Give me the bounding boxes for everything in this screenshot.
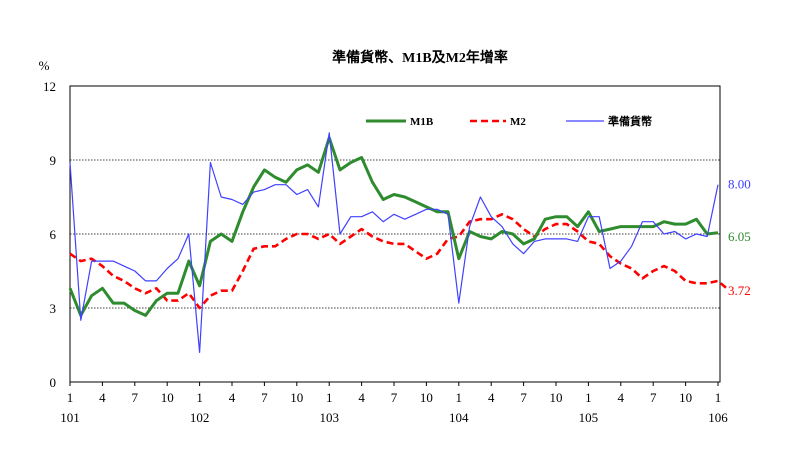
- x-tick-label: 1: [67, 390, 74, 405]
- y-tick-label: 0: [50, 375, 57, 390]
- y-axis-label: %: [39, 58, 50, 73]
- legend-label-1: M2: [510, 116, 526, 128]
- y-tick-label: 3: [50, 301, 57, 316]
- x-tick-label: 4: [99, 390, 106, 405]
- x-tick-label: 4: [488, 390, 495, 405]
- plot-area: [69, 85, 721, 383]
- x-tick-label: 1: [715, 390, 722, 405]
- x-tick-label: 7: [132, 390, 139, 405]
- x-tick-label: 7: [391, 390, 398, 405]
- x-tick-label: 1: [196, 390, 203, 405]
- end-label-1: 3.72: [728, 283, 751, 298]
- x-year-label: 104: [449, 410, 469, 425]
- x-tick-label: 7: [650, 390, 657, 405]
- x-tick-label: 10: [290, 390, 303, 405]
- x-tick-label: 1: [456, 390, 463, 405]
- series-line-2: [69, 132, 719, 353]
- x-tick-label: 1: [585, 390, 592, 405]
- series-line-0: [68, 136, 719, 317]
- y-tick-label: 6: [50, 227, 57, 242]
- x-year-label: 105: [579, 410, 599, 425]
- x-tick-label: 7: [261, 390, 268, 405]
- end-label-0: 6.05: [728, 229, 751, 244]
- series-lines: [68, 132, 730, 353]
- x-tick-label: 10: [679, 390, 692, 405]
- x-year-label: 102: [190, 410, 210, 425]
- legend-label-2: 準備貨幣: [608, 114, 652, 128]
- y-axis: 0 3 6 9 12: [43, 79, 57, 390]
- x-tick-label: 7: [520, 390, 527, 405]
- x-tick-label: 4: [358, 390, 365, 405]
- legend: M1B M2 準備貨幣: [366, 114, 652, 128]
- end-labels: 6.05 3.72 8.00: [728, 177, 751, 299]
- y-tick-label: 9: [50, 153, 57, 168]
- end-label-2: 8.00: [728, 177, 751, 192]
- x-tick-label: 10: [161, 390, 174, 405]
- x-tick-label: 10: [550, 390, 563, 405]
- x-year-label: 106: [708, 410, 728, 425]
- x-tick-label: 1: [326, 390, 333, 405]
- y-tick-label: 12: [43, 79, 56, 94]
- chart-title: 準備貨幣、M1B及M2年增率: [332, 49, 508, 66]
- x-tick-label: 10: [420, 390, 433, 405]
- legend-label-0: M1B: [410, 116, 434, 128]
- gridlines: [70, 159, 720, 309]
- x-year-label: 103: [319, 410, 339, 425]
- x-tick-label: 4: [618, 390, 625, 405]
- x-year-label: 101: [60, 410, 80, 425]
- x-tick-label: 4: [229, 390, 236, 405]
